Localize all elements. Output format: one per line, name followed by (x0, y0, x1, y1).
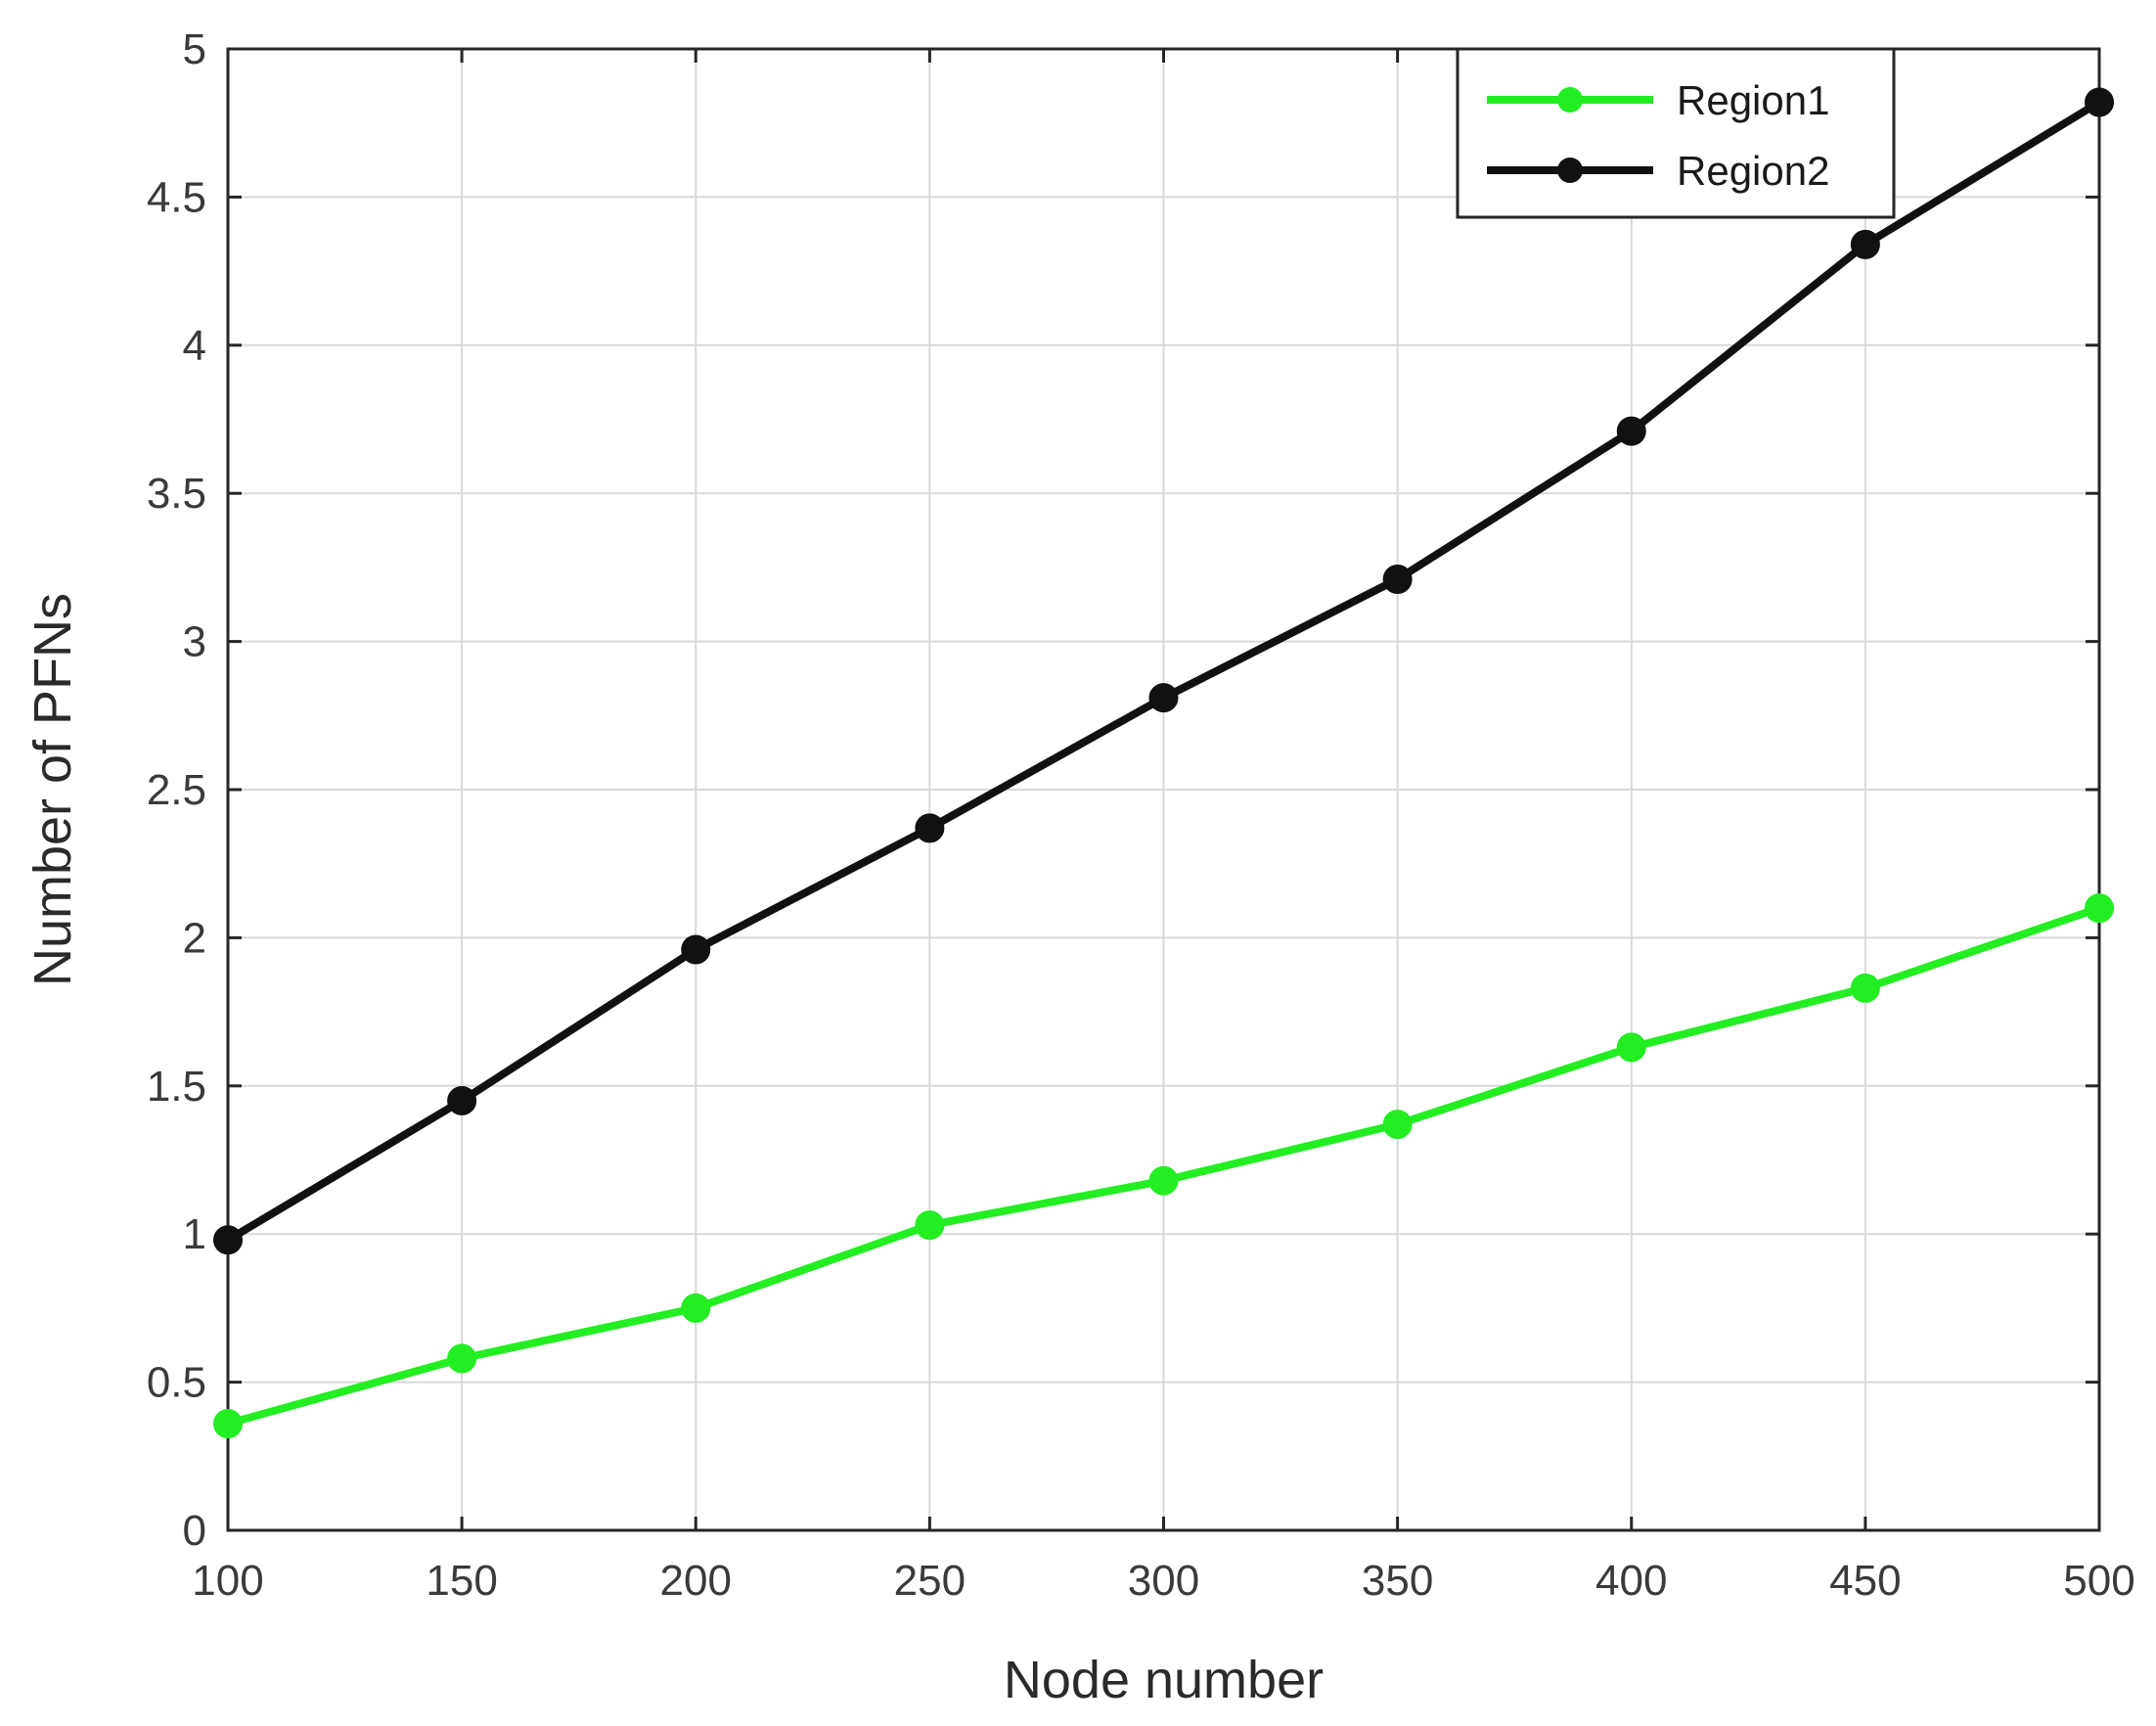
x-tick-label: 400 (1595, 1557, 1667, 1605)
x-tick-label: 150 (426, 1557, 497, 1605)
y-tick-label: 0 (183, 1507, 206, 1555)
y-tick-label: 3.5 (147, 470, 206, 518)
data-point-region2 (915, 813, 945, 843)
data-point-region1 (213, 1408, 243, 1438)
data-point-region2 (1616, 416, 1646, 446)
legend-label: Region2 (1677, 148, 1829, 194)
y-tick-label: 2 (183, 914, 206, 962)
y-tick-label: 2.5 (147, 766, 206, 814)
legend: Region1 Region2 (1456, 47, 1896, 219)
data-point-region2 (1850, 229, 1880, 259)
series-group (213, 87, 2114, 1438)
y-axis-title: Number of PFNs (23, 593, 82, 986)
y-tick-label: 5 (183, 25, 206, 73)
x-tick-label: 350 (1362, 1557, 1433, 1605)
data-point-region2 (681, 934, 711, 965)
data-point-region2 (1382, 565, 1413, 595)
data-point-region1 (447, 1343, 477, 1374)
data-point-region1 (681, 1293, 711, 1323)
x-axis-title: Node number (1004, 1651, 1324, 1709)
legend-box (1456, 47, 1896, 219)
data-point-region1 (2085, 893, 2114, 924)
x-tick-label: 500 (2063, 1557, 2134, 1605)
y-tick-label: 1 (183, 1210, 206, 1258)
data-point-region2 (1148, 683, 1179, 713)
x-tick-label: 250 (894, 1557, 966, 1605)
y-tick-label: 3 (183, 618, 206, 666)
y-tick-label: 4.5 (147, 173, 206, 221)
data-point-region1 (915, 1210, 945, 1241)
data-point-region2 (447, 1085, 477, 1115)
y-tick-label: 0.5 (147, 1359, 206, 1407)
legend-marker (1557, 158, 1583, 183)
y-tick-label: 4 (183, 322, 206, 370)
legend-label: Region1 (1677, 77, 1829, 123)
x-tick-label: 450 (1829, 1557, 1901, 1605)
legend-marker (1557, 87, 1583, 113)
data-point-region2 (213, 1225, 243, 1255)
data-point-region1 (1616, 1032, 1646, 1063)
x-tick-label: 200 (660, 1557, 732, 1605)
grid (227, 48, 2100, 1531)
x-tick-label: 300 (1128, 1557, 1199, 1605)
x-tick-label: 100 (192, 1557, 263, 1605)
axis-ticks: 100 150 200 250 300 350 400 450 500 0 0.5 1 1.5 2 2.5 3… (147, 25, 2135, 1605)
data-point-region1 (1148, 1165, 1179, 1196)
data-point-region1 (1850, 973, 1880, 1003)
data-point-region1 (1382, 1110, 1413, 1140)
data-point-region2 (2085, 87, 2114, 117)
y-tick-label: 1.5 (147, 1063, 206, 1111)
